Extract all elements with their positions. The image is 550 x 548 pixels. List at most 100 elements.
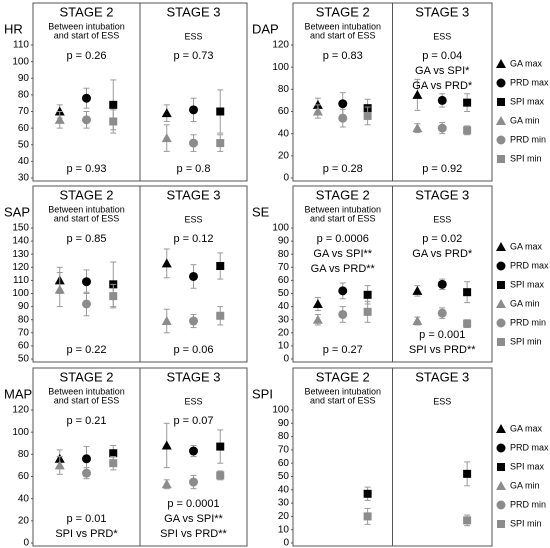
stage-header: STAGE 3 [415,187,469,202]
y-tick-label: 70 [18,327,30,338]
data-point [189,446,198,456]
y-tick-label: 130 [12,249,29,260]
data-point [189,105,198,115]
stage-note: and start of ESS [54,395,120,405]
stage-note: and start of ESS [310,395,376,405]
annotation: p = 0.06 [173,344,213,356]
y-tick-label: 90 [278,236,290,247]
annotation: p = 0.83 [323,50,363,62]
y-tick-label: 0 [23,538,29,548]
annotation: GA vs PRD* [412,248,473,260]
stage-header: STAGE 3 [167,187,221,202]
data-point [161,108,172,118]
legend-label: SPI min [510,336,542,346]
y-tick-label: 60 [278,458,290,469]
annotation: SPI vs PRD* [55,528,118,540]
data-point [82,115,91,125]
annotation: p = 0.22 [66,344,106,356]
panel-label: SPI [252,386,273,401]
legend-label: GA min [510,115,540,125]
data-point [338,113,348,123]
legend-marker [496,443,506,453]
legend-label: PRD max [510,442,549,452]
data-point [312,106,323,116]
data-point [463,319,472,328]
legend-marker [496,481,506,490]
legend-label: PRD max [510,260,549,270]
data-point [216,442,225,451]
y-tick-label: 120 [12,262,29,273]
data-point [363,489,372,498]
legend-marker [497,520,505,528]
legend-marker [497,338,505,346]
annotation: p = 0.01 [66,513,106,525]
y-tick-label: 20 [18,515,30,526]
data-point [189,138,198,148]
stage-note: ESS [433,214,451,224]
y-tick-label: 90 [18,301,30,312]
y-tick-label: 80 [278,249,290,260]
data-point [189,316,198,326]
annotation: p = 0.28 [323,163,363,175]
annotation: p = 0.93 [66,163,106,175]
y-tick-label: 80 [278,431,290,442]
legend-label: GA max [510,241,543,251]
stage-header: STAGE 2 [316,4,370,19]
data-point [363,307,372,316]
annotation: GA vs PRD* [412,80,473,92]
annotation: p = 0.001 [419,329,465,341]
legend-label: PRD min [510,499,546,509]
legend-label: SPI max [510,461,545,471]
data-point [82,277,91,287]
annotation: GA vs PRD** [311,263,376,275]
data-point [463,288,472,297]
legend-marker [496,59,506,68]
data-point [54,114,65,124]
annotation: p = 0.12 [173,233,213,245]
y-tick-label: 0 [283,173,289,184]
y-tick-label: 40 [278,484,290,495]
data-point [161,479,172,489]
stage-header: STAGE 2 [60,4,114,19]
y-tick-label: 50 [18,354,30,365]
stage-note: ESS [433,396,451,406]
data-point [54,284,65,294]
y-tick-label: 20 [278,327,290,338]
y-tick-label: 70 [278,262,290,273]
y-tick-label: 70 [278,445,290,456]
y-tick-label: 40 [18,493,30,504]
stage-note: ESS [184,214,202,224]
y-tick-label: 50 [18,139,30,150]
legend-marker [497,155,505,163]
y-tick-label: 50 [278,288,290,299]
stage-note: Between intubation [48,204,125,214]
y-tick-label: 100 [12,288,29,299]
y-tick-label: 110 [13,275,29,286]
stage-note: Between intubation [304,21,381,31]
stage-note: Between intubation [304,386,381,396]
legend-label: SPI min [510,153,542,163]
data-point [338,286,348,296]
panel-label: MAP [4,386,32,401]
y-tick-label: 120 [272,40,289,51]
panel-label: DAP [252,21,279,36]
y-tick-label: 10 [278,341,290,352]
annotation: p = 0.73 [173,50,213,62]
stage-note: ESS [184,396,202,406]
y-tick-label: 40 [278,128,290,139]
data-point [161,316,172,326]
annotation: p = 0.0006 [317,233,369,245]
legend-marker [496,135,506,145]
data-point [216,139,225,148]
annotation: SPI vs PRD** [409,344,476,356]
stage-header: STAGE 2 [60,187,114,202]
y-tick-label: 140 [12,236,29,247]
y-tick-label: 60 [18,471,30,482]
data-point [338,309,348,319]
annotation: GA vs SPI* [415,65,470,77]
data-point [216,107,225,116]
y-tick-label: 20 [278,511,290,522]
data-point [161,440,172,450]
legend-label: PRD min [510,317,546,327]
y-tick-label: 80 [18,449,30,460]
